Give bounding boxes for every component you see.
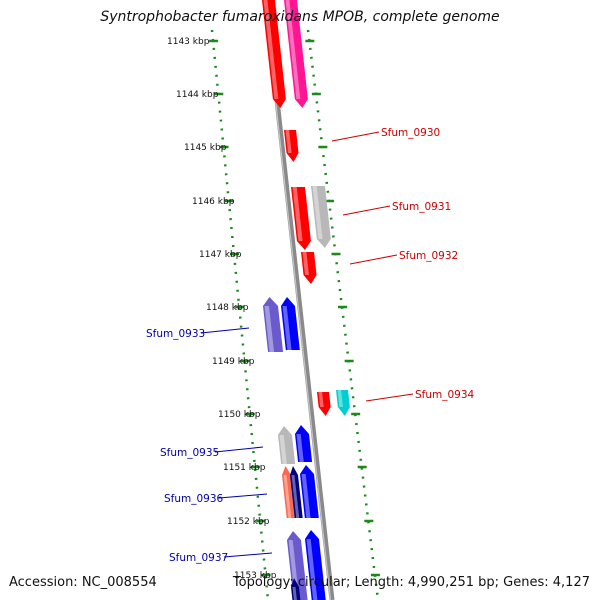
gene-arrow-shading [264,306,275,352]
fwd-gene-top-1[interactable] [262,0,286,108]
gene-label-leader [200,327,250,334]
gene-arrow-shading [296,434,304,462]
scale-ruler-right [306,29,380,600]
gene-label-leader [214,446,264,453]
gene-arrow-shading [285,130,292,153]
gene-label-leader [342,205,391,216]
gene-label-sfum_0930[interactable]: Sfum_0930 [381,127,440,139]
gene-arrow-shading [282,306,292,350]
gene-arrow-body [277,426,296,464]
gene-arrow-shading [263,0,279,99]
gene-arrow-shading [292,187,303,241]
gene-arrow-shading [283,475,292,518]
gene-arrow-shading [318,392,324,407]
fwd-gene-sfum0932[interactable] [301,252,317,284]
gene-label-sfum_0936[interactable]: Sfum_0936 [164,493,224,505]
genome-summary-text: Topology: circular; Length: 4,990,251 bp… [232,575,590,590]
gene-arrow-shading [312,186,323,239]
scale-tick-label: 1151 kbp [223,463,266,473]
rev-gene-sfum0937-b[interactable] [304,530,326,600]
scale-tick-label: 1143 kbp [167,37,210,47]
scale-tick-label: 1144 kbp [176,90,219,100]
gene-arrow-shading [337,390,343,407]
rev-gene-navy[interactable] [289,466,303,518]
accession-text: Accession: NC_008554 [9,575,157,590]
fwd-gene-top-2[interactable] [284,0,308,108]
fwd-gene-sfum0931[interactable] [291,187,311,250]
gene-arrow-shading [306,539,318,600]
scale-tick-label: 1149 kbp [212,357,255,367]
rev-gene-sfum0933-b[interactable] [280,297,300,350]
rev-gene-navy-2[interactable] [290,578,301,600]
gene-arrow-shading [291,475,300,518]
fwd-gene-sfum0930[interactable] [284,130,299,162]
gene-label-sfum_0934[interactable]: Sfum_0934 [415,389,475,401]
gene-label-sfum_0935[interactable]: Sfum_0935 [160,447,219,459]
rev-gene-salmon[interactable] [281,466,296,518]
scale-ruler-left [210,29,270,600]
gene-label-leader [365,393,414,402]
gene-arrow-shading [279,435,287,464]
gene-label-sfum_0933[interactable]: Sfum_0933 [146,328,205,340]
fwd-gene-grey-1[interactable] [311,186,331,248]
gene-label-leader [331,131,380,142]
gene-label-sfum_0932[interactable]: Sfum_0932 [399,250,458,262]
scale-tick-label: 1145 kbp [184,143,227,153]
gene-arrow-shading [285,0,301,99]
gene-label-sfum_0931[interactable]: Sfum_0931 [392,201,451,213]
fwd-gene-sfum0934-a[interactable] [317,392,331,416]
scale-tick-label: 1152 kbp [227,517,270,527]
gene-arrow-shading [302,252,309,275]
rev-gene-grey-2[interactable] [277,426,296,464]
scale-tick-label: 1148 kbp [206,303,249,313]
gene-label-leader [218,493,268,499]
map-title: Syntrophobacter fumaroxidans MPOB, compl… [100,9,500,25]
gene-label-sfum_0937[interactable]: Sfum_0937 [169,552,228,564]
scale-tick-label: 1153 kbp [234,571,277,581]
rev-gene-sfum0936[interactable] [299,465,319,518]
fwd-gene-sfum0934-b[interactable] [336,390,350,416]
scale-tick-label: 1150 kbp [218,410,261,420]
gene-label-leader [349,254,398,265]
rev-gene-sfum0935[interactable] [294,425,313,462]
scale-tick-label: 1146 kbp [192,197,235,207]
gene-arrow-shading [301,474,311,518]
gene-arrow-shading [292,587,297,600]
rev-gene-sfum0933-a[interactable] [262,297,284,352]
gene-label-leader [223,552,273,558]
scale-tick-label: 1147 kbp [199,250,242,260]
